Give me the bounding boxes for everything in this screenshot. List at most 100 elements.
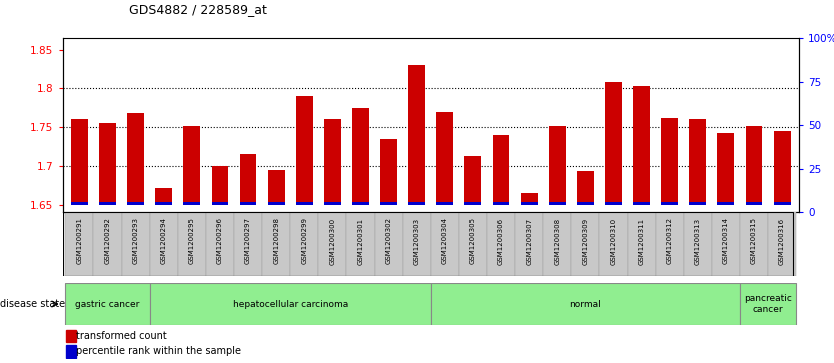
Text: GSM1200301: GSM1200301 xyxy=(358,217,364,265)
Text: GSM1200306: GSM1200306 xyxy=(498,217,504,265)
Bar xyxy=(633,201,650,205)
Bar xyxy=(746,126,762,205)
Text: GSM1200294: GSM1200294 xyxy=(161,217,167,264)
Bar xyxy=(543,212,571,276)
Bar xyxy=(183,126,200,205)
Bar xyxy=(465,201,481,205)
Text: GSM1200297: GSM1200297 xyxy=(245,217,251,264)
Bar xyxy=(690,119,706,205)
Text: GSM1200298: GSM1200298 xyxy=(274,217,279,264)
Bar xyxy=(155,188,172,205)
Text: percentile rank within the sample: percentile rank within the sample xyxy=(76,346,241,356)
Text: GSM1200308: GSM1200308 xyxy=(555,217,560,265)
Bar xyxy=(690,201,706,205)
Bar xyxy=(66,330,76,342)
Bar xyxy=(774,201,791,205)
Bar xyxy=(290,212,319,276)
Bar xyxy=(380,201,397,205)
Bar xyxy=(712,212,740,276)
Bar xyxy=(212,201,229,205)
Bar xyxy=(774,131,791,205)
Text: GSM1200292: GSM1200292 xyxy=(104,217,111,264)
Bar xyxy=(99,123,116,205)
Bar xyxy=(465,156,481,205)
Bar xyxy=(319,212,346,276)
Text: normal: normal xyxy=(570,299,601,309)
Bar xyxy=(99,201,116,205)
Text: GSM1200312: GSM1200312 xyxy=(666,217,673,264)
Bar xyxy=(262,212,290,276)
Bar xyxy=(352,201,369,205)
Bar xyxy=(374,212,403,276)
Bar xyxy=(549,126,565,205)
Bar xyxy=(627,212,656,276)
Bar xyxy=(206,212,234,276)
Bar xyxy=(239,154,257,205)
Bar xyxy=(234,212,262,276)
Bar xyxy=(183,201,200,205)
Bar xyxy=(577,171,594,205)
Bar xyxy=(65,212,93,276)
Text: hepatocellular carcinoma: hepatocellular carcinoma xyxy=(233,299,348,309)
Bar xyxy=(128,201,144,205)
Text: GSM1200307: GSM1200307 xyxy=(526,217,532,265)
Bar xyxy=(178,212,206,276)
Bar xyxy=(93,212,122,276)
Text: GSM1200314: GSM1200314 xyxy=(723,217,729,264)
Text: pancreatic
cancer: pancreatic cancer xyxy=(744,294,792,314)
Text: GSM1200313: GSM1200313 xyxy=(695,217,701,265)
Bar xyxy=(409,201,425,205)
Bar xyxy=(409,65,425,205)
Bar xyxy=(549,201,565,205)
Bar xyxy=(684,212,712,276)
Bar xyxy=(268,170,284,205)
Bar xyxy=(436,112,453,205)
Text: GSM1200311: GSM1200311 xyxy=(639,217,645,265)
Bar xyxy=(520,201,538,205)
Bar xyxy=(430,212,459,276)
Bar xyxy=(493,135,510,205)
Bar xyxy=(324,119,341,205)
Text: GSM1200302: GSM1200302 xyxy=(385,217,392,264)
Bar xyxy=(380,139,397,205)
Bar xyxy=(66,345,76,358)
Text: transformed count: transformed count xyxy=(76,331,167,341)
Bar xyxy=(746,201,762,205)
Bar xyxy=(515,212,543,276)
Bar xyxy=(577,201,594,205)
Bar xyxy=(661,118,678,205)
Bar xyxy=(605,82,622,205)
Bar xyxy=(571,212,600,276)
Text: GSM1200296: GSM1200296 xyxy=(217,217,223,264)
Bar xyxy=(239,201,257,205)
Bar xyxy=(661,201,678,205)
Bar xyxy=(717,201,734,205)
Bar xyxy=(346,212,374,276)
Bar xyxy=(65,283,149,325)
Bar xyxy=(149,283,430,325)
Bar xyxy=(296,96,313,205)
Bar xyxy=(768,212,796,276)
Bar xyxy=(459,212,487,276)
Text: GSM1200304: GSM1200304 xyxy=(442,217,448,264)
Text: GSM1200303: GSM1200303 xyxy=(414,217,420,265)
Bar xyxy=(296,201,313,205)
Bar xyxy=(436,201,453,205)
Bar xyxy=(71,201,88,205)
Text: gastric cancer: gastric cancer xyxy=(75,299,140,309)
Bar xyxy=(324,201,341,205)
Text: GSM1200315: GSM1200315 xyxy=(751,217,757,264)
Text: GSM1200293: GSM1200293 xyxy=(133,217,138,264)
Bar xyxy=(403,212,430,276)
Bar xyxy=(493,201,510,205)
Text: GSM1200310: GSM1200310 xyxy=(610,217,616,265)
Text: GSM1200305: GSM1200305 xyxy=(470,217,476,264)
Bar xyxy=(633,86,650,205)
Bar xyxy=(128,113,144,205)
Bar xyxy=(600,212,627,276)
Bar xyxy=(268,201,284,205)
Bar xyxy=(487,212,515,276)
Bar xyxy=(155,201,172,205)
Bar xyxy=(717,133,734,205)
Bar xyxy=(71,119,88,205)
